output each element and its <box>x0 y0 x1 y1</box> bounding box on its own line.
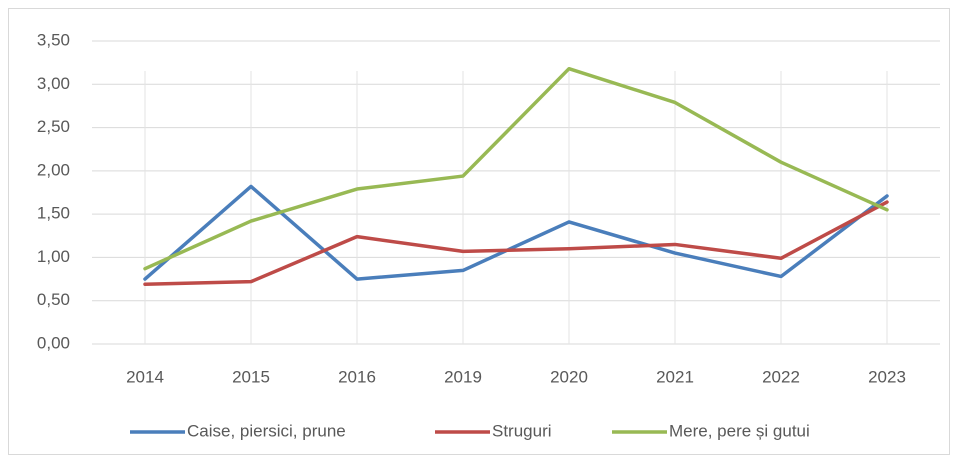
x-tick-label: 2015 <box>232 367 270 386</box>
y-tick-label: 3,50 <box>37 30 70 49</box>
x-tick-label: 2014 <box>126 367 164 386</box>
y-tick-label: 2,50 <box>37 117 70 136</box>
x-tick-label: 2020 <box>550 367 588 386</box>
x-tick-label: 2023 <box>868 367 906 386</box>
y-tick-label: 0,00 <box>37 333 70 352</box>
series-line <box>143 66 889 271</box>
series-line <box>143 200 889 287</box>
y-tick-label: 3,00 <box>37 74 70 93</box>
y-tick-label: 1,50 <box>37 204 70 223</box>
y-tick-label: 2,00 <box>37 160 70 179</box>
legend-label: Caise, piersici, prune <box>187 421 346 440</box>
x-tick-label: 2021 <box>656 367 694 386</box>
x-tick-label: 2016 <box>338 367 376 386</box>
chart-border <box>8 8 950 455</box>
x-tick-label: 2022 <box>762 367 800 386</box>
x-tick-label: 2019 <box>444 367 482 386</box>
legend-label: Struguri <box>492 421 552 440</box>
y-tick-label: 1,00 <box>37 247 70 266</box>
y-tick-label: 0,50 <box>37 290 70 309</box>
legend-label: Mere, pere și gutui <box>669 421 810 440</box>
series-line <box>143 184 889 281</box>
